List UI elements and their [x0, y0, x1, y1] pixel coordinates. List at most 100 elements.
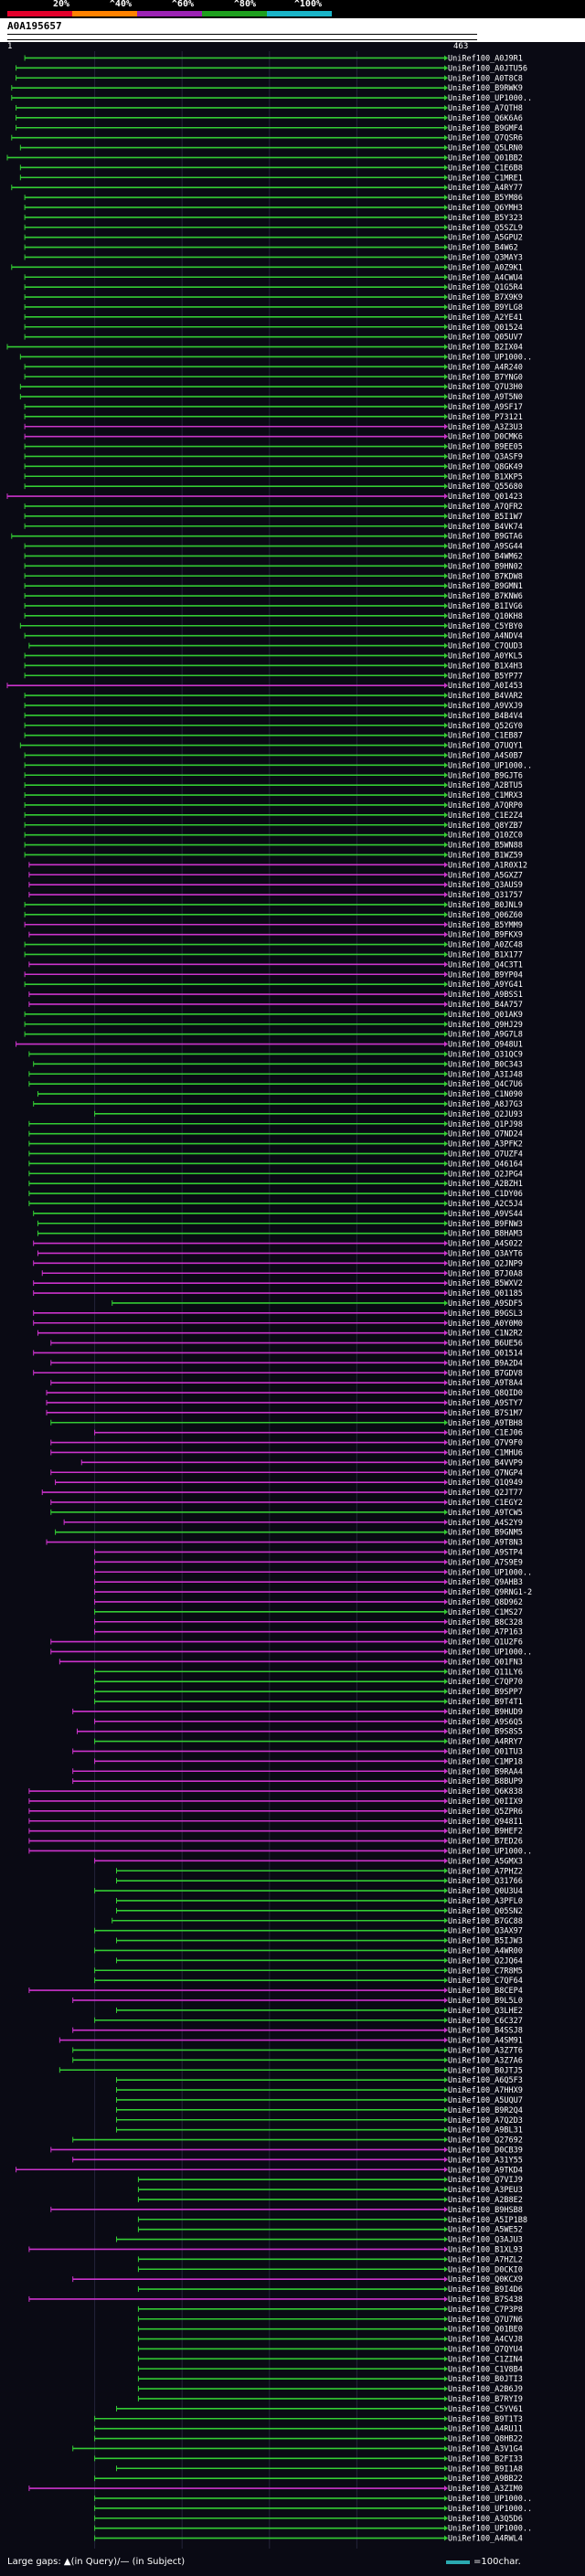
hit-row[interactable]: UniRef100_A4RRY7	[94, 1738, 523, 1747]
hit-label[interactable]: UniRef100_B1X4H3	[448, 662, 523, 671]
hit-label[interactable]: UniRef100_D0CB39	[448, 2146, 523, 2155]
hit-row[interactable]: UniRef100_Q8YZB7	[24, 822, 523, 831]
hit-label[interactable]: UniRef100_A7QTH8	[448, 104, 523, 113]
hit-row[interactable]: UniRef100_B0JTJ5	[58, 2066, 523, 2075]
hit-label[interactable]: UniRef100_B4VAR2	[448, 692, 523, 701]
hit-label[interactable]: UniRef100_B7KDW8	[448, 572, 523, 581]
hit-label[interactable]: UniRef100_A4RWL4	[448, 2535, 523, 2544]
hit-label[interactable]: UniRef100_C1MS27	[448, 1608, 523, 1617]
hit-row[interactable]: UniRef100_Q10ZC0	[24, 832, 523, 841]
hit-row[interactable]: UniRef100_B9A2D4	[50, 1359, 523, 1368]
hit-label[interactable]: UniRef100_B7S1M7	[448, 1409, 523, 1418]
hit-label[interactable]: UniRef100_B1WZ59	[448, 851, 523, 860]
hit-row[interactable]: UniRef100_C7R8M5	[94, 1966, 523, 1976]
hit-label[interactable]: UniRef100_C7QF64	[448, 1977, 523, 1986]
hit-label[interactable]: UniRef100_Q01BE0	[448, 2326, 523, 2335]
hit-row[interactable]: UniRef100_Q3AYT6	[37, 1249, 523, 1258]
hit-label[interactable]: UniRef100_A0YKL5	[448, 652, 523, 661]
hit-label[interactable]: UniRef100_A0Y0M0	[448, 1320, 523, 1329]
hit-row[interactable]: UniRef100_B9T1T3	[94, 2415, 523, 2424]
hit-label[interactable]: UniRef100_Q06Z60	[448, 911, 523, 920]
hit-label[interactable]: UniRef100_Q31QC9	[448, 1050, 523, 1059]
hit-label[interactable]: UniRef100_A9BB22	[448, 2475, 523, 2484]
hit-row[interactable]: UniRef100_B7J0A8	[41, 1269, 523, 1278]
hit-label[interactable]: UniRef100_A2B8E2	[448, 2196, 523, 2205]
hit-row[interactable]: UniRef100_A3PEU3	[137, 2186, 523, 2195]
hit-row[interactable]: UniRef100_B5IJW3	[116, 1937, 523, 1946]
hit-row[interactable]: UniRef100_Q01BB2	[6, 154, 523, 163]
hit-row[interactable]: UniRef100_C7QP70	[94, 1678, 523, 1687]
hit-row[interactable]: UniRef100_A3Z3U3	[24, 423, 523, 432]
hit-row[interactable]: UniRef100_B9GJT6	[24, 771, 523, 780]
hit-row[interactable]: UniRef100_B7RYI9	[137, 2395, 523, 2404]
hit-row[interactable]: UniRef100_B7YNG0	[24, 373, 523, 382]
hit-label[interactable]: UniRef100_Q7QYU4	[448, 2345, 523, 2354]
hit-label[interactable]: UniRef100_B9GMN1	[448, 582, 523, 591]
hit-row[interactable]: UniRef100_A3Q5D6	[94, 2515, 523, 2524]
hit-label[interactable]: UniRef100_UP1000..	[448, 1847, 532, 1856]
hit-label[interactable]: UniRef100_C1E6B8	[448, 164, 523, 173]
hit-row[interactable]: UniRef100_B8HAM3	[37, 1230, 523, 1239]
hit-row[interactable]: UniRef100_B5YP77	[24, 672, 523, 681]
hit-row[interactable]: UniRef100_A2BZH1	[28, 1180, 523, 1189]
hit-row[interactable]: UniRef100_B1IVG6	[24, 602, 523, 611]
hit-row[interactable]: UniRef100_Q11LY6	[94, 1668, 523, 1677]
hit-row[interactable]: UniRef100_A31Y55	[72, 2156, 523, 2165]
hit-label[interactable]: UniRef100_B4A757	[448, 1001, 523, 1010]
hit-row[interactable]: UniRef100_C1EGY2	[50, 1499, 523, 1508]
hit-row[interactable]: UniRef100_A5GPU2	[24, 234, 523, 243]
hit-row[interactable]: UniRef100_UP1000..	[94, 1568, 533, 1577]
hit-label[interactable]: UniRef100_A9S6Q5	[448, 1718, 523, 1727]
hit-row[interactable]: UniRef100_A4S2Y9	[63, 1519, 523, 1528]
hit-label[interactable]: UniRef100_C1EJ06	[448, 1429, 523, 1438]
hit-row[interactable]: UniRef100_Q8HB22	[94, 2435, 523, 2444]
hit-label[interactable]: UniRef100_B5WN88	[448, 842, 523, 851]
hit-label[interactable]: UniRef100_C7P3P8	[448, 2306, 523, 2315]
hit-row[interactable]: UniRef100_Q2JT77	[41, 1489, 523, 1498]
hit-label[interactable]: UniRef100_C7QP70	[448, 1678, 523, 1687]
hit-label[interactable]: UniRef100_Q10KH8	[448, 612, 523, 621]
hit-row[interactable]: UniRef100_Q3AX97	[94, 1927, 523, 1936]
hit-row[interactable]: UniRef100_C7P3P8	[137, 2306, 523, 2315]
hit-row[interactable]: UniRef100_Q7UZF4	[28, 1150, 523, 1159]
hit-label[interactable]: UniRef100_A9YG41	[448, 981, 523, 990]
hit-label[interactable]: UniRef100_Q0IIX9	[448, 1797, 523, 1807]
hit-label[interactable]: UniRef100_Q46164	[448, 1160, 523, 1169]
hit-label[interactable]: UniRef100_A4CVJ8	[448, 2336, 523, 2345]
hit-label[interactable]: UniRef100_P73121	[448, 413, 523, 422]
hit-row[interactable]: UniRef100_B1X177	[24, 950, 523, 959]
hit-row[interactable]: UniRef100_A4R240	[24, 363, 523, 372]
hit-label[interactable]: UniRef100_A7QRP0	[448, 801, 523, 811]
hit-label[interactable]: UniRef100_A0ZC48	[448, 941, 523, 950]
hit-label[interactable]: UniRef100_Q4C7U6	[448, 1080, 523, 1089]
hit-row[interactable]: UniRef100_A0ZC48	[24, 941, 523, 950]
hit-row[interactable]: UniRef100_A4RWL4	[94, 2535, 523, 2544]
hit-label[interactable]: UniRef100_B9SPP7	[448, 1688, 523, 1697]
hit-row[interactable]: UniRef100_Q1U2F6	[50, 1638, 523, 1648]
hit-label[interactable]: UniRef100_Q01AK9	[448, 1011, 523, 1020]
hit-label[interactable]: UniRef100_Q01524	[448, 323, 523, 333]
hit-row[interactable]: UniRef100_Q01185	[33, 1289, 523, 1299]
hit-row[interactable]: UniRef100_A0Y0M0	[33, 1320, 523, 1329]
hit-row[interactable]: UniRef100_B5Y323	[24, 214, 523, 223]
hit-row[interactable]: UniRef100_B7KDW8	[24, 572, 523, 581]
hit-row[interactable]: UniRef100_A9S6Q5	[94, 1718, 523, 1727]
hit-row[interactable]: UniRef100_B9YP04	[24, 970, 523, 980]
hit-row[interactable]: UniRef100_Q01FN3	[58, 1658, 523, 1667]
hit-label[interactable]: UniRef100_Q7QSR6	[448, 134, 523, 143]
hit-label[interactable]: UniRef100_A4RRY7	[448, 1738, 523, 1747]
hit-label[interactable]: UniRef100_A6Q5F3	[448, 2076, 523, 2085]
hit-label[interactable]: UniRef100_C1DY06	[448, 1190, 523, 1199]
hit-label[interactable]: UniRef100_A4CWU4	[448, 273, 523, 282]
hit-row[interactable]: UniRef100_B9RWK9	[11, 84, 523, 93]
hit-label[interactable]: UniRef100_Q0U3U4	[448, 1887, 523, 1896]
hit-label[interactable]: UniRef100_A3Z7T6	[448, 2046, 523, 2055]
hit-label[interactable]: UniRef100_B9FKX9	[448, 931, 523, 940]
hit-row[interactable]: UniRef100_Q0U3U4	[94, 1887, 523, 1896]
hit-row[interactable]: UniRef100_B4WM62	[24, 552, 523, 561]
hit-row[interactable]: UniRef100_A9TBH8	[50, 1419, 523, 1428]
hit-label[interactable]: UniRef100_A9TCW5	[448, 1509, 523, 1518]
hit-label[interactable]: UniRef100_A7PHZ2	[448, 1867, 523, 1876]
hit-row[interactable]: UniRef100_A7HZL2	[137, 2255, 523, 2264]
hit-row[interactable]: UniRef100_A9YG41	[24, 981, 523, 990]
